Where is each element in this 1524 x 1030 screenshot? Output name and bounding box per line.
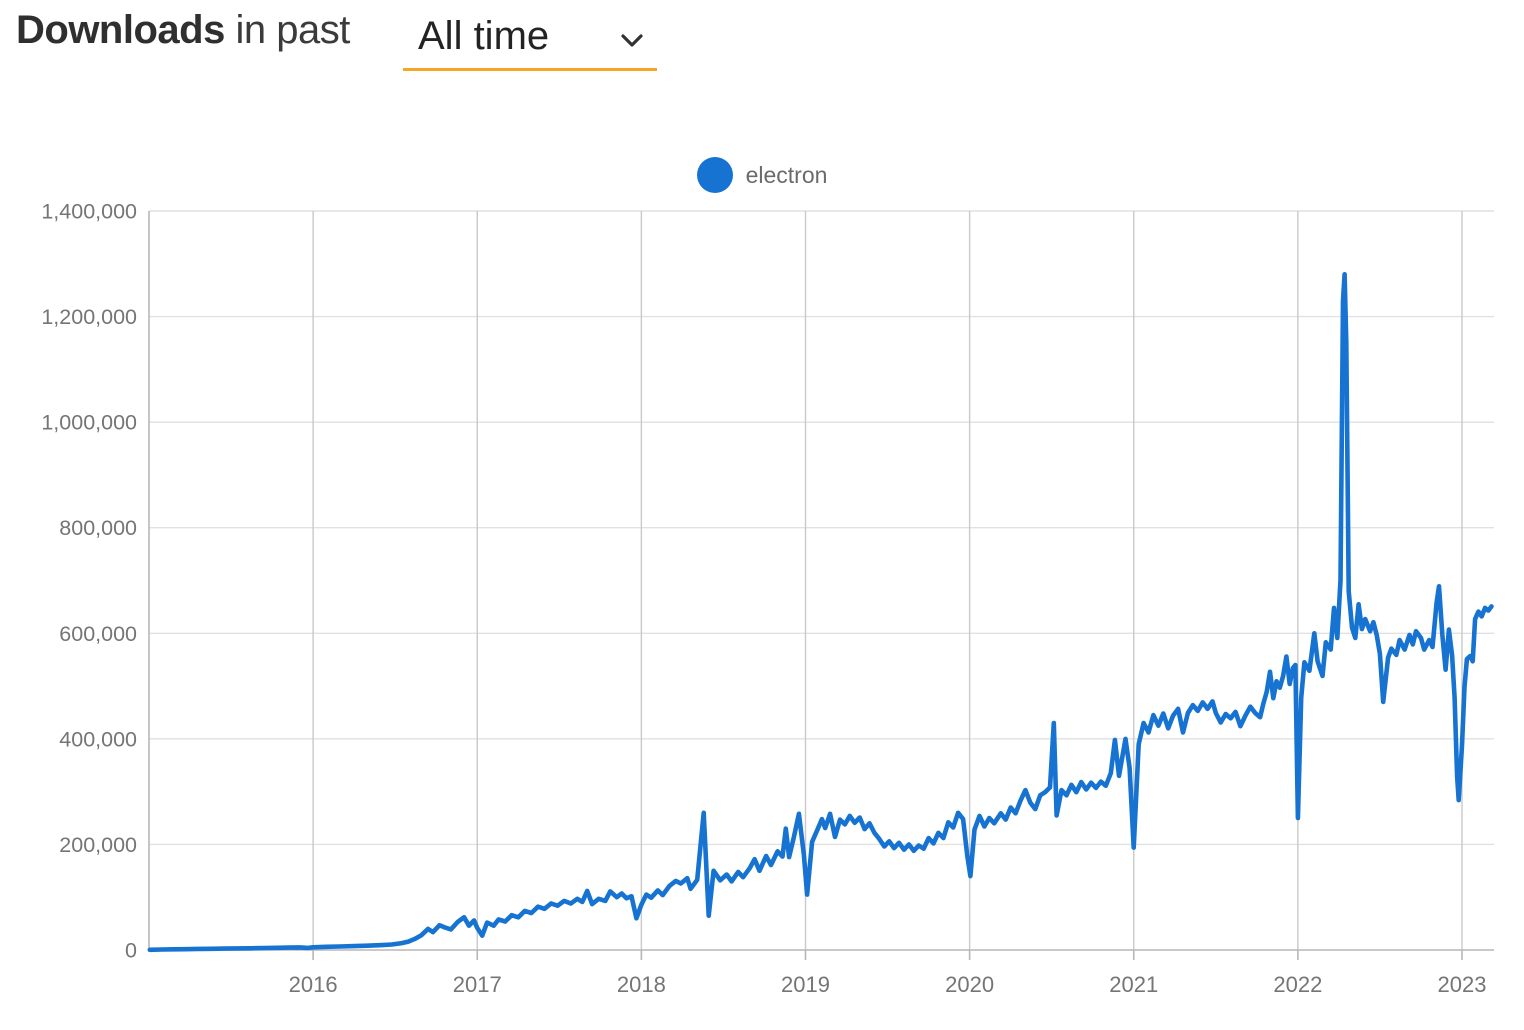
x-axis-tick-label: 2016 [289, 972, 338, 997]
x-axis-tick-label: 2017 [453, 972, 502, 997]
x-axis-tick-label: 2020 [945, 972, 994, 997]
legend-item-electron[interactable]: electron [696, 157, 828, 193]
title-in-past: in past [235, 8, 350, 52]
y-axis-tick-label: 1,200,000 [41, 305, 137, 329]
y-axis-tick-label: 200,000 [59, 833, 137, 857]
y-axis-tick-label: 1,400,000 [41, 200, 137, 224]
y-axis-tick-label: 1,000,000 [41, 411, 137, 435]
legend-label: electron [745, 161, 828, 188]
x-axis-tick-label: 2022 [1273, 972, 1322, 997]
x-axis-tick-label: 2023 [1438, 972, 1487, 997]
y-axis-tick-label: 400,000 [59, 727, 137, 751]
x-axis-tick-label: 2018 [617, 972, 666, 997]
title-downloads: Downloads [16, 8, 225, 52]
y-axis-tick-label: 800,000 [59, 516, 137, 540]
y-axis-tick-label: 600,000 [59, 622, 137, 646]
page-header: Downloads in past [16, 8, 350, 72]
time-range-value: All time [418, 14, 550, 58]
chevron-down-icon [621, 34, 643, 47]
legend-color-dot [696, 157, 733, 193]
x-axis-tick-label: 2021 [1109, 972, 1158, 997]
page-title: Downloads in past [16, 8, 350, 52]
y-axis-tick-label: 0 [125, 939, 137, 963]
series-line-electron [147, 271, 1494, 953]
time-range-dropdown[interactable]: All time [403, 8, 657, 71]
chart-legend: electron [0, 157, 1524, 193]
x-axis-tick-label: 2019 [781, 972, 830, 997]
